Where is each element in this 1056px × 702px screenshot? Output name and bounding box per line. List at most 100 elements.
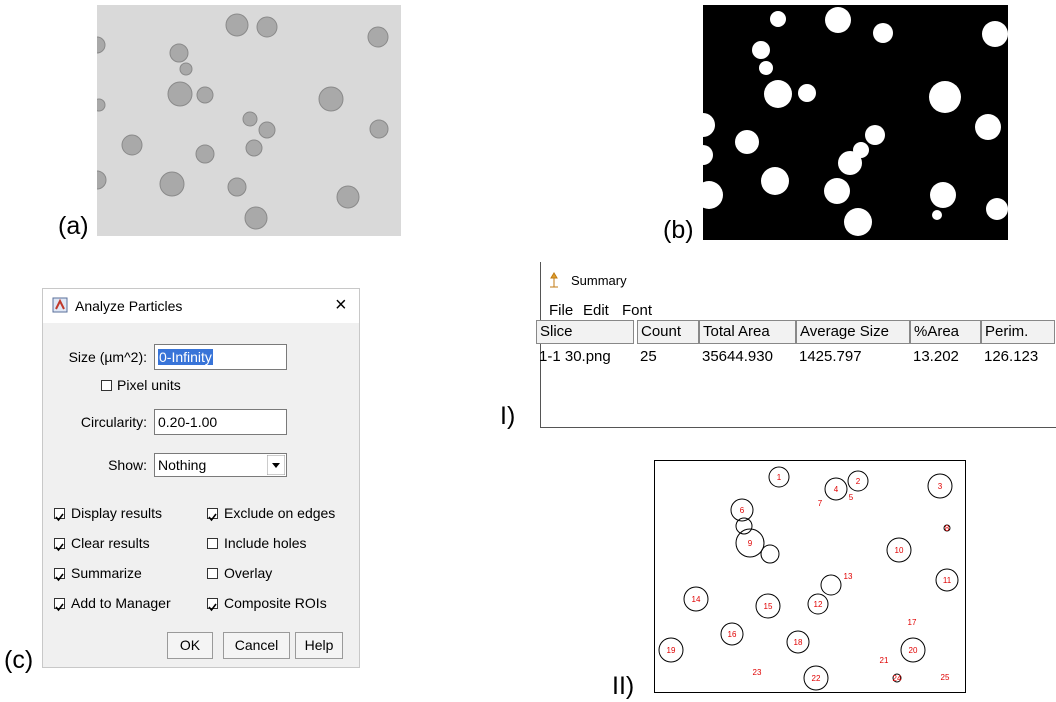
checkbox[interactable] (207, 568, 218, 579)
particle (259, 122, 275, 138)
particle (197, 87, 213, 103)
text-field[interactable]: 0.20-1.00 (154, 409, 287, 435)
particle (257, 17, 277, 37)
particle (761, 167, 789, 195)
particle (168, 82, 192, 106)
particle (170, 44, 188, 62)
particle-number: 24 (893, 674, 902, 683)
particle (752, 41, 770, 59)
button[interactable]: Cancel (223, 632, 290, 659)
particle-number: 25 (941, 673, 950, 682)
checkbox[interactable] (54, 568, 65, 579)
app-icon (52, 297, 68, 313)
checkbox[interactable] (207, 538, 218, 549)
dropdown-arrow (267, 455, 285, 475)
checkbox-label: Add to Manager (71, 595, 171, 611)
particle (368, 27, 388, 47)
checkbox-label: Clear results (71, 535, 150, 551)
particle (246, 140, 262, 156)
menu-item[interactable]: Font (622, 302, 652, 319)
particle (770, 11, 786, 27)
field-value: 0.20-1.00 (158, 414, 217, 430)
table-cell: 1-1 30.png (536, 348, 634, 365)
particle-number: 4 (834, 485, 839, 494)
app-icon (547, 272, 561, 288)
particle (838, 151, 862, 175)
particle (160, 172, 184, 196)
particle (865, 125, 885, 145)
checkbox[interactable] (54, 538, 65, 549)
menu-item[interactable]: Edit (583, 302, 609, 319)
menu-item[interactable]: File (549, 302, 573, 319)
panel-label: (c) (4, 646, 33, 675)
checkbox-label: Exclude on edges (224, 505, 335, 521)
column-header: Count (637, 320, 699, 344)
button[interactable]: Help (295, 632, 343, 659)
particle (370, 120, 388, 138)
checkbox-label: Pixel units (117, 377, 181, 393)
checkbox[interactable] (54, 598, 65, 609)
particle (97, 99, 105, 111)
particle-number: 22 (812, 674, 821, 683)
particle (337, 186, 359, 208)
dropdown-value: Nothing (158, 457, 206, 473)
column-header: Perim. (981, 320, 1055, 344)
check-mark (55, 573, 64, 582)
checkbox[interactable] (207, 598, 218, 609)
image-b (703, 5, 1008, 240)
field-value: 0-Infinity (158, 349, 213, 365)
check-mark (55, 543, 64, 552)
table-cell: 13.202 (910, 348, 981, 365)
particle-number: 6 (740, 506, 745, 515)
checkbox[interactable] (101, 380, 112, 391)
window-title: Summary (571, 273, 627, 288)
panel-label: II) (612, 672, 634, 701)
column-header: Average Size (796, 320, 910, 344)
particle-number: 3 (938, 482, 943, 491)
particle-number: 20 (909, 646, 918, 655)
particle-number: 2 (856, 477, 861, 486)
check-mark (55, 603, 64, 612)
particle-number: 16 (728, 630, 737, 639)
column-header: Slice (536, 320, 634, 344)
particle-number: 14 (692, 595, 701, 604)
particle (245, 207, 267, 229)
column-header: Total Area (699, 320, 796, 344)
checkbox-label: Overlay (224, 565, 272, 581)
field-label: Show: (108, 457, 147, 473)
particle (932, 210, 942, 220)
particle-number: 5 (849, 493, 854, 502)
particle (196, 145, 214, 163)
column-header: %Area (910, 320, 981, 344)
dropdown[interactable]: Nothing (154, 453, 287, 477)
checkbox[interactable] (207, 508, 218, 519)
text-field[interactable]: 0-Infinity (154, 344, 287, 370)
dialog: Analyze Particles × Size (µm^2):0-Infini… (42, 288, 360, 668)
check-mark (208, 603, 217, 612)
checkbox-label: Include holes (224, 535, 307, 551)
close-button[interactable]: × (335, 294, 347, 317)
particle-number: 8 (945, 524, 950, 533)
image-a (97, 5, 401, 236)
checkbox-label: Composite ROIs (224, 595, 327, 611)
particle (873, 23, 893, 43)
field-label: Circularity: (81, 414, 147, 430)
particle-number: 13 (844, 572, 853, 581)
particle-number: 11 (943, 576, 952, 585)
table-cell: 25 (637, 348, 699, 365)
particle-number: 21 (880, 656, 889, 665)
particle (982, 21, 1008, 47)
particle (228, 178, 246, 196)
particle-number: 7 (818, 499, 823, 508)
particle-number: 19 (667, 646, 676, 655)
button[interactable]: OK (167, 632, 213, 659)
particle (759, 61, 773, 75)
particle-number: 17 (908, 618, 917, 627)
panel-label: I) (500, 402, 515, 431)
particle (735, 130, 759, 154)
particle-number: 12 (814, 600, 823, 609)
checkbox[interactable] (54, 508, 65, 519)
particle (929, 81, 961, 113)
